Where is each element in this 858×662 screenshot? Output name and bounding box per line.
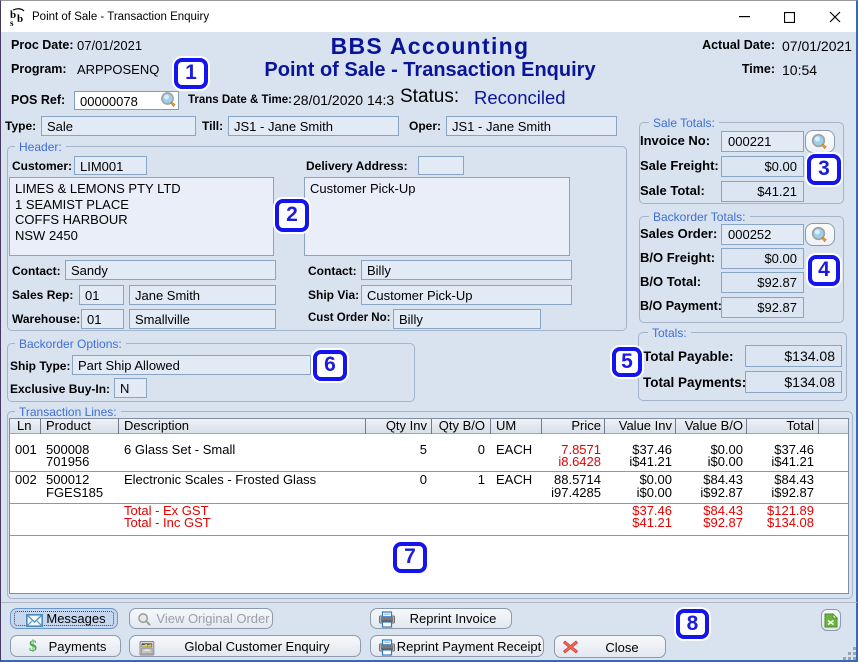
svg-text:b: b — [10, 9, 16, 21]
svg-text:s: s — [10, 18, 14, 27]
svg-text:b: b — [17, 13, 23, 25]
